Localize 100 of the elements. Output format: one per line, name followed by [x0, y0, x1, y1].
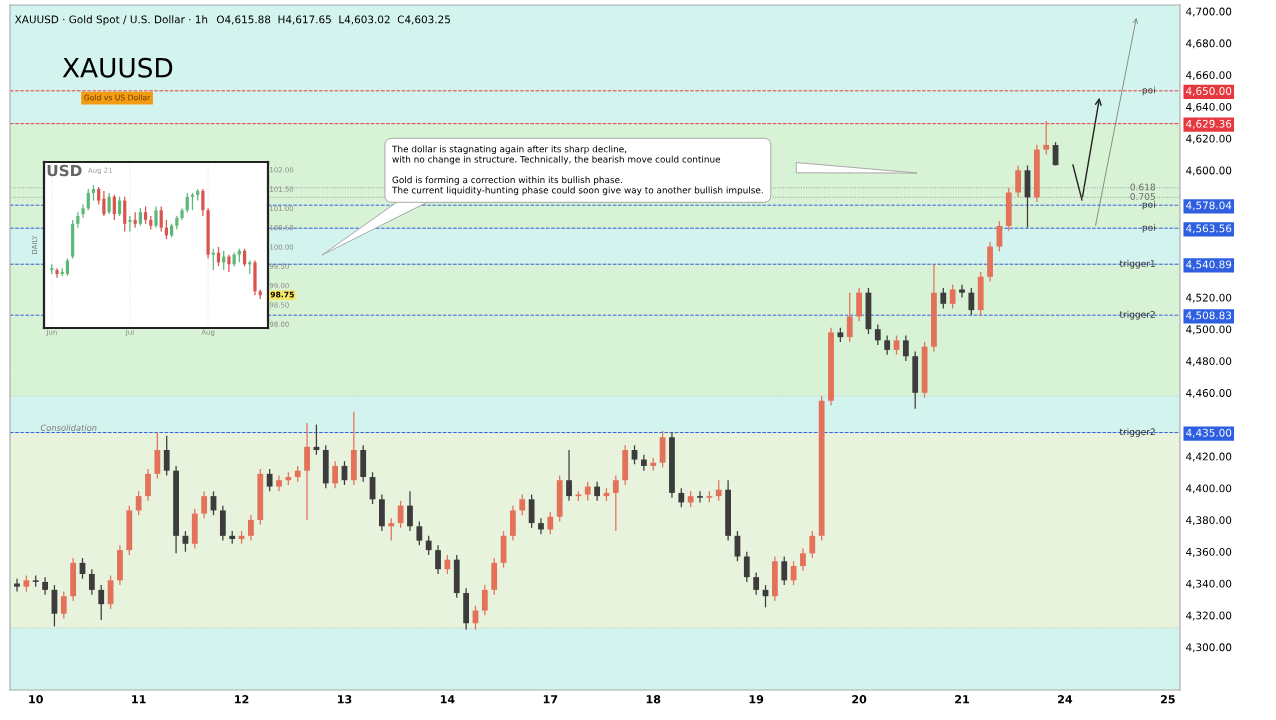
y-tick-label: 4,680.00: [1186, 39, 1232, 49]
text: O4,615.88 H4,617.65 L4,603.02 C4,603.25: [216, 15, 450, 25]
x-tick-label: 14: [440, 695, 455, 704]
candlestick: [332, 460, 339, 489]
y-tick-label: 4,360.00: [1186, 547, 1232, 557]
text: XAUUSD · Gold Spot / U.S. Dollar · 1h: [14, 15, 208, 26]
y-tick-label: 4,520.00: [1186, 293, 1232, 303]
candlestick: [135, 490, 142, 516]
candlestick: [949, 284, 956, 310]
candlestick: [809, 530, 816, 559]
candlestick: [98, 584, 105, 621]
candlestick: [753, 571, 760, 596]
chart-title: USD: [47, 164, 82, 177]
candlestick: [266, 468, 273, 492]
candlestick: [227, 254, 231, 273]
candlestick: [631, 444, 638, 465]
y-tick-label: 4,500.00: [1186, 325, 1232, 335]
y-tick-label: 4,700.00: [1186, 7, 1232, 17]
candlestick: [884, 334, 891, 356]
candlestick: [594, 481, 601, 502]
y-tick-label: 4,563.56: [1186, 224, 1232, 234]
ref-line-label: poi: [1142, 86, 1155, 96]
annotation: 0.705: [1130, 193, 1155, 200]
candlestick: [88, 568, 95, 596]
y-tick-label: 4,300.00: [1186, 643, 1232, 653]
candlestick: [145, 468, 151, 502]
y-tick-label: 4,320.00: [1186, 611, 1232, 621]
candlestick: [697, 490, 703, 504]
y-tick-label: 4,578.04: [1186, 201, 1232, 211]
y-tick-label: 4,340.00: [1186, 579, 1232, 589]
x-tick-label: 19: [749, 695, 764, 704]
y-tick-label: 4,508.83: [1186, 311, 1232, 321]
y-tick-label: 4,435.00: [1186, 428, 1232, 438]
y-tick-label: 4,480.00: [1186, 357, 1232, 367]
candlestick: [407, 490, 413, 532]
candlestick: [201, 490, 208, 519]
candlestick: [211, 248, 215, 271]
candlestick: [781, 555, 788, 586]
ref-line-label: poi: [1142, 200, 1155, 210]
candlestick: [60, 590, 67, 620]
candlestick: [435, 544, 441, 575]
ref-line-label: trigger1: [1119, 259, 1155, 269]
candlestick: [566, 449, 572, 502]
x-tick-label: 13: [338, 695, 352, 704]
candlestick: [154, 431, 161, 480]
candlestick: [81, 203, 85, 219]
candlestick: [107, 192, 111, 215]
text: The dollar is stagnating again after its sharp decline, with no change in structure. Technically, the bearish move could continue Gold is forming a correction within its bullish phase. The current liquidity-hunting phase could soon give way to another bullish impulse.: [391, 145, 763, 196]
x-tick-label: 25: [1160, 695, 1175, 704]
candlestick: [123, 196, 127, 233]
candlestick: [42, 576, 48, 596]
x-tick-label: 12: [235, 695, 249, 704]
y-tick-label: 4,380.00: [1186, 516, 1232, 526]
candlestick: [276, 474, 282, 492]
candlestick: [128, 215, 132, 233]
candlestick: [640, 454, 647, 472]
candlestick: [154, 205, 158, 229]
candlestick: [743, 551, 750, 583]
y-tick-label: 4,420.00: [1186, 452, 1232, 462]
annotation: XAUUSD: [62, 57, 173, 78]
candlestick: [940, 287, 947, 310]
candlestick: [800, 547, 806, 572]
candlestick: [959, 284, 965, 299]
candlestick: [584, 481, 591, 502]
candlestick: [1043, 120, 1050, 156]
candlestick: [159, 205, 163, 233]
x-tick-label: 10: [29, 695, 43, 704]
x-tick-label: 21: [955, 695, 969, 704]
candlestick: [528, 493, 535, 529]
x-tick-label: 24: [1058, 695, 1073, 704]
y-tick-label: 4,600.00: [1186, 166, 1232, 176]
x-tick-label: 11: [132, 695, 146, 704]
candlestick: [519, 493, 526, 516]
candlestick: [538, 517, 544, 535]
y-tick-label: 4,660.00: [1186, 71, 1232, 81]
candlestick: [14, 578, 20, 593]
y-tick-label: 4,650.00: [1186, 87, 1232, 96]
band-label: Consolidation: [40, 424, 97, 431]
y-tick-label: 4,460.00: [1186, 389, 1232, 398]
candlestick: [481, 584, 488, 616]
candlestick: [968, 287, 975, 316]
candlestick: [416, 520, 423, 546]
y-tick-label: 4,620.00: [1186, 134, 1232, 144]
candlestick: [112, 194, 116, 221]
candlestick: [547, 511, 554, 535]
candlestick: [86, 188, 90, 211]
candlestick: [248, 514, 254, 542]
y-tick-label: 4,400.00: [1186, 484, 1232, 494]
candlestick: [102, 190, 106, 217]
y-tick-label: 4,540.89: [1186, 260, 1232, 270]
candlestick: [856, 287, 862, 322]
candlestick: [388, 517, 395, 542]
y-tick-label: 4,629.36: [1186, 119, 1232, 129]
candlestick: [874, 323, 881, 346]
candlestick: [678, 487, 685, 508]
candlestick: [893, 334, 900, 356]
y-tick-label: 4,640.00: [1186, 102, 1232, 112]
x-tick-label: 20: [852, 695, 867, 704]
candlestick: [715, 479, 722, 502]
candlestick: [397, 500, 404, 529]
